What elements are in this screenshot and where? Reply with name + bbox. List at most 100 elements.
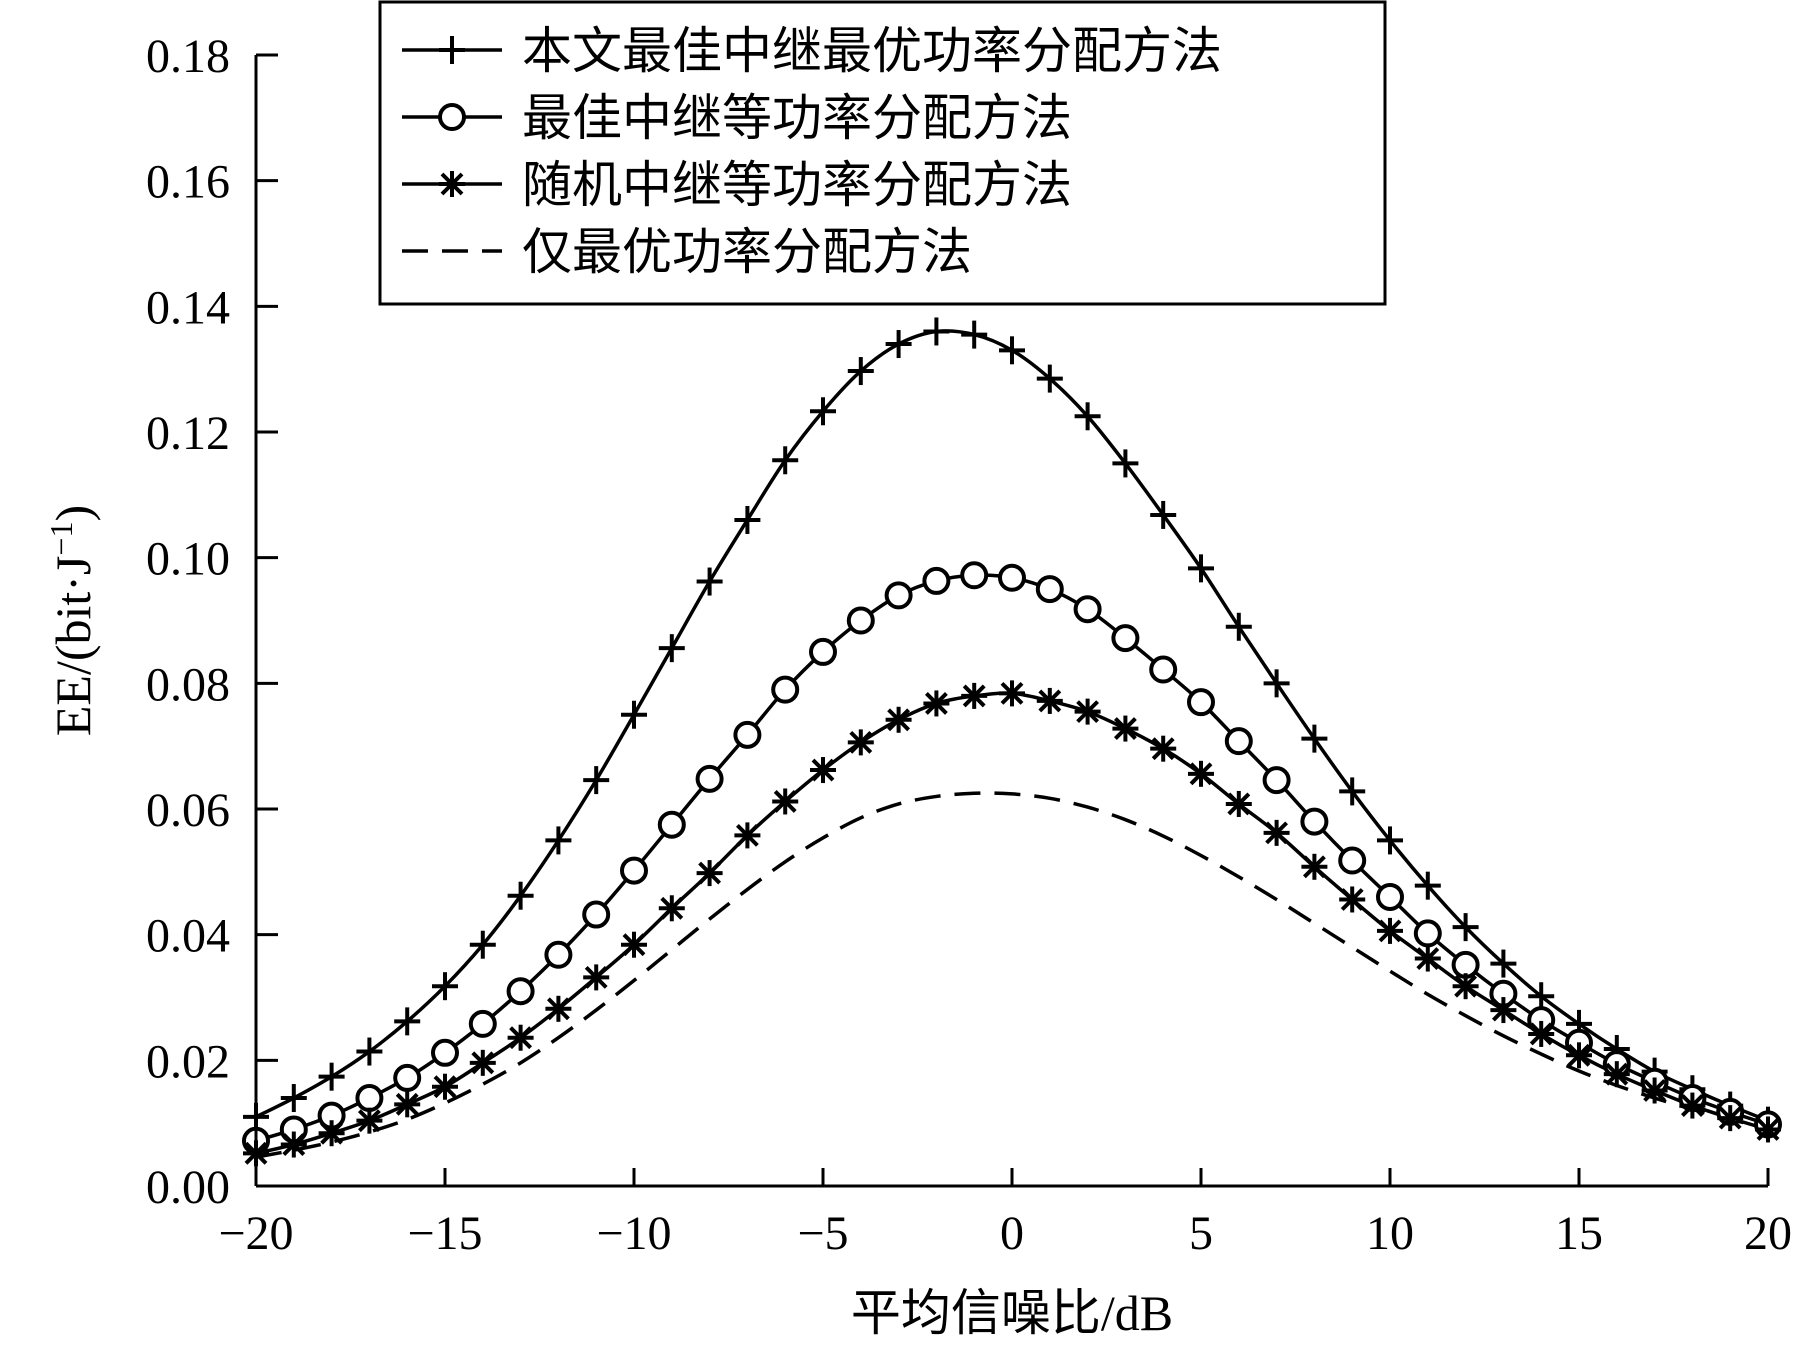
series-2-point <box>582 900 611 929</box>
series-2-point <box>771 675 800 704</box>
series-1-point <box>923 317 950 346</box>
series-3-point <box>1225 790 1252 817</box>
series-3-point <box>696 860 723 887</box>
series-3-point <box>469 1049 496 1076</box>
series-3-point <box>1150 735 1177 762</box>
series-1-point <box>1263 669 1290 698</box>
series-2-point <box>355 1084 384 1113</box>
series-1-point <box>885 330 912 359</box>
series-3-point <box>1377 917 1403 944</box>
series-1-point <box>1452 913 1479 942</box>
series-1-point <box>1150 500 1177 529</box>
y-tick-label: 0.10 <box>146 533 230 586</box>
series-1-point <box>999 336 1025 365</box>
series-2-point <box>1300 807 1329 836</box>
y-tick-label: 0.12 <box>146 407 230 460</box>
legend-label-1: 本文最佳中继最优功率分配方法 <box>522 23 1222 79</box>
legend: 本文最佳中继最优功率分配方法最佳中继等功率分配方法随机中继等功率分配方法仅最优功… <box>378 0 1387 306</box>
series-3-point <box>280 1131 307 1158</box>
series-3-point <box>1755 1116 1781 1143</box>
legend-label-2: 最佳中继等功率分配方法 <box>522 90 1072 146</box>
series-2-point <box>884 581 913 610</box>
series-1-point <box>696 567 723 596</box>
series-line-3 <box>255 691 1769 1156</box>
series-3-point <box>810 757 836 784</box>
x-tick-label: 20 <box>1744 1207 1792 1260</box>
series-2-point <box>544 940 573 969</box>
series-3-point <box>999 680 1025 707</box>
series-1-point <box>1339 777 1366 806</box>
legend-marker-2 <box>438 103 466 131</box>
series-1-point <box>1036 364 1063 393</box>
y-axis-title: EE/(bit·J−1) <box>43 505 101 736</box>
series-1-point <box>1377 826 1403 855</box>
series-3-point <box>356 1107 383 1134</box>
series-1-point <box>1074 402 1101 431</box>
series-3-point <box>583 964 610 991</box>
y-tick-label: 0.04 <box>146 910 230 963</box>
series-2-point <box>657 810 686 839</box>
x-tick-label: −5 <box>797 1207 848 1260</box>
series-3-point <box>1263 819 1290 846</box>
series-3-point <box>1641 1077 1668 1104</box>
series-1-point <box>394 1007 421 1036</box>
series-1-point <box>356 1037 383 1066</box>
series-2-point <box>393 1063 422 1092</box>
x-tick-label: −15 <box>407 1207 482 1260</box>
series-1-point <box>432 972 458 1001</box>
series-3-point <box>1452 973 1479 1000</box>
series-3-point <box>1528 1020 1555 1047</box>
series-3-point <box>621 931 647 958</box>
series-1-point <box>1112 449 1139 478</box>
series-1-point <box>469 930 496 959</box>
series-2-point <box>1149 655 1178 684</box>
series-1-point <box>847 357 874 386</box>
series-1-point <box>583 766 610 795</box>
y-tick-label: 0.14 <box>146 281 230 334</box>
series-1-point <box>734 505 761 534</box>
series-3-point <box>1188 760 1214 787</box>
series-3-point <box>432 1073 458 1100</box>
series-1-point <box>621 700 647 729</box>
series-2-point <box>1187 688 1215 717</box>
x-tick-label: −10 <box>596 1207 671 1260</box>
series-2-point <box>998 563 1026 592</box>
series-2-point <box>733 720 762 749</box>
legend-marker-3 <box>439 171 465 197</box>
series-3-point <box>923 690 950 717</box>
series-1-point <box>961 320 988 349</box>
series-2-point <box>809 637 837 666</box>
series-2-point <box>506 977 535 1006</box>
series-3-point <box>318 1120 345 1147</box>
series-2-point <box>468 1009 497 1038</box>
series-3-point <box>847 729 874 756</box>
series-2-point <box>1338 846 1367 875</box>
series-2-point <box>960 561 989 590</box>
y-tick-label: 0.16 <box>146 156 230 209</box>
x-tick-label: −20 <box>218 1207 293 1260</box>
legend-label-4: 仅最优功率分配方法 <box>522 224 972 280</box>
x-tick-label: 10 <box>1366 1207 1414 1260</box>
series-1-point <box>1528 982 1555 1011</box>
x-tick-label: 15 <box>1555 1207 1603 1260</box>
series-1-point <box>280 1084 307 1113</box>
series-3-point <box>961 682 988 709</box>
series-2-point <box>1224 727 1253 756</box>
series-3-point <box>772 788 799 815</box>
series-1-point <box>545 826 572 855</box>
series-1-point <box>1414 871 1441 900</box>
series-3-point <box>1490 997 1517 1024</box>
series-2-point <box>620 856 648 885</box>
legend-label-3: 随机中继等功率分配方法 <box>522 157 1072 213</box>
series-3-point <box>734 822 761 849</box>
series-1-point <box>1225 612 1252 641</box>
series-2-point <box>1035 575 1064 604</box>
y-tick-label: 0.02 <box>146 1035 230 1088</box>
axes: −20 −15 −10 −5 0 5 10 15 20 0.00 0.02 0.04 0.06 0.08 0… <box>43 30 1792 1341</box>
series-3-point <box>507 1024 534 1051</box>
series-3-point <box>394 1091 421 1118</box>
y-tick-label: 0.06 <box>146 784 230 837</box>
series-3-point <box>545 995 572 1022</box>
series-3-point <box>1301 853 1328 880</box>
series-1-point <box>1490 949 1517 978</box>
